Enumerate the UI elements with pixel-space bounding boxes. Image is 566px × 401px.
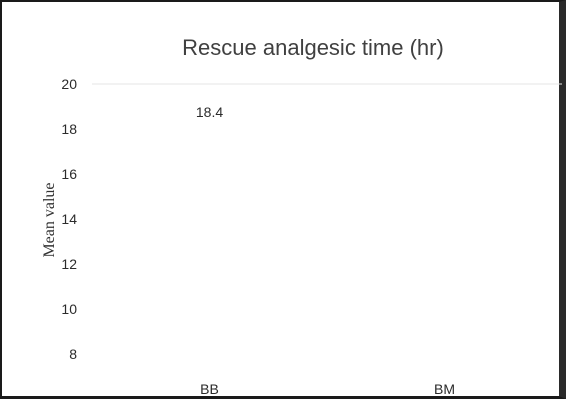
y-axis-ticks: 20 18 16 14 12 10 8 (61, 76, 562, 362)
y-tick-label: 14 (61, 211, 77, 227)
y-tick-label: 16 (61, 166, 77, 182)
y-tick-label: 18 (61, 121, 77, 137)
y-tick-label: 10 (61, 301, 77, 317)
chart-marks: 18.4 (196, 104, 223, 120)
y-tick-label: 20 (61, 76, 77, 92)
x-tick-label: BB (200, 381, 219, 397)
data-label: 18.4 (196, 104, 223, 120)
y-tick-label: 12 (61, 256, 77, 272)
x-tick-label: BM (434, 381, 455, 397)
y-axis-label: Mean value (41, 182, 58, 257)
chart-title: Rescue analgesic time (hr) (182, 35, 444, 60)
x-axis-ticks: BB BM (200, 381, 455, 397)
y-tick-label: 8 (69, 346, 77, 362)
